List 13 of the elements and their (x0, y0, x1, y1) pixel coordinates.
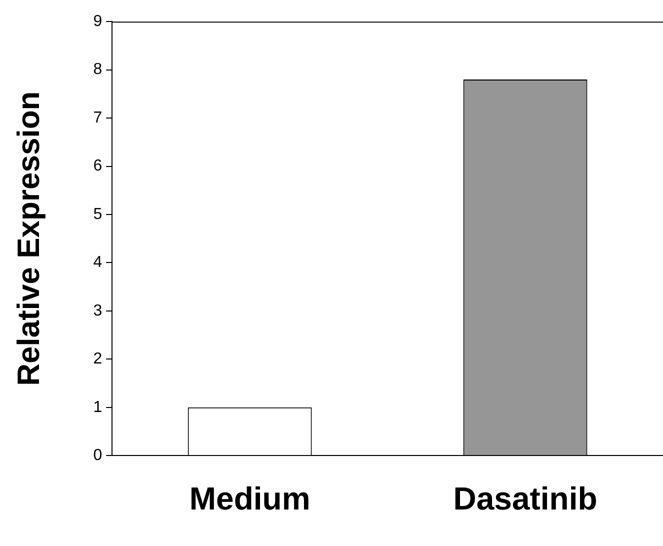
x-tick-label: Dasatinib (453, 480, 598, 517)
y-tick-label: 9 (93, 13, 102, 30)
y-tick-label: 7 (93, 109, 102, 126)
y-axis-title: Relative Expression (11, 91, 46, 386)
y-tick-label: 6 (93, 158, 102, 175)
y-tick-label: 5 (93, 206, 102, 223)
y-tick-label: 8 (93, 61, 102, 78)
y-tick-label: 4 (93, 254, 102, 272)
x-tick-label: Medium (189, 480, 310, 517)
y-tick-label: 0 (93, 447, 102, 464)
y-tick-label: 1 (93, 398, 102, 416)
y-tick-label: 3 (93, 302, 102, 320)
y-tick-label: 2 (93, 350, 102, 368)
